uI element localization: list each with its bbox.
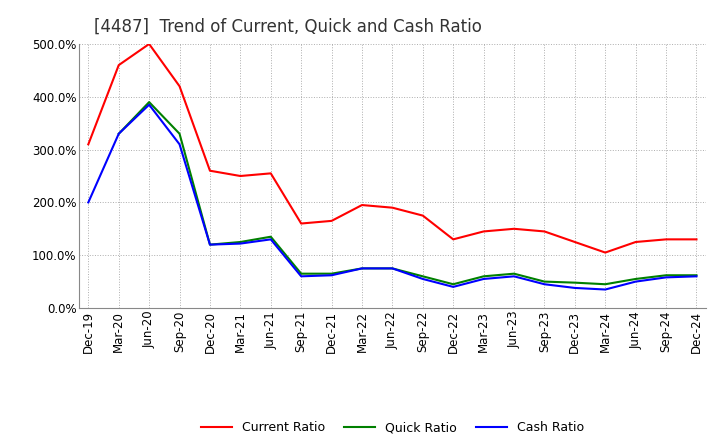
Line: Current Ratio: Current Ratio	[89, 44, 696, 253]
Current Ratio	[692, 237, 701, 242]
Current Ratio	[418, 213, 427, 218]
Quick Ratio	[601, 282, 610, 287]
Cash Ratio	[328, 273, 336, 278]
Current Ratio	[449, 237, 457, 242]
Legend: Current Ratio, Quick Ratio, Cash Ratio: Current Ratio, Quick Ratio, Cash Ratio	[196, 416, 589, 439]
Cash Ratio	[114, 131, 123, 136]
Cash Ratio	[601, 287, 610, 292]
Quick Ratio	[570, 280, 579, 285]
Current Ratio	[266, 171, 275, 176]
Current Ratio	[480, 229, 488, 234]
Current Ratio	[631, 239, 640, 245]
Cash Ratio	[662, 275, 670, 280]
Cash Ratio	[266, 237, 275, 242]
Cash Ratio	[388, 266, 397, 271]
Cash Ratio	[692, 274, 701, 279]
Current Ratio	[114, 62, 123, 68]
Cash Ratio	[175, 142, 184, 147]
Quick Ratio	[175, 131, 184, 136]
Quick Ratio	[114, 131, 123, 136]
Line: Quick Ratio: Quick Ratio	[119, 102, 696, 284]
Quick Ratio	[510, 271, 518, 276]
Quick Ratio	[418, 274, 427, 279]
Quick Ratio	[631, 276, 640, 282]
Current Ratio	[145, 41, 153, 47]
Cash Ratio	[540, 282, 549, 287]
Cash Ratio	[510, 274, 518, 279]
Current Ratio	[175, 84, 184, 89]
Quick Ratio	[206, 242, 215, 247]
Quick Ratio	[388, 266, 397, 271]
Current Ratio	[540, 229, 549, 234]
Quick Ratio	[449, 282, 457, 287]
Cash Ratio	[449, 284, 457, 290]
Quick Ratio	[358, 266, 366, 271]
Current Ratio	[328, 218, 336, 224]
Quick Ratio	[328, 271, 336, 276]
Current Ratio	[662, 237, 670, 242]
Text: [4487]  Trend of Current, Quick and Cash Ratio: [4487] Trend of Current, Quick and Cash …	[94, 18, 482, 36]
Quick Ratio	[297, 271, 305, 276]
Cash Ratio	[358, 266, 366, 271]
Line: Cash Ratio: Cash Ratio	[89, 105, 696, 290]
Cash Ratio	[418, 276, 427, 282]
Current Ratio	[388, 205, 397, 210]
Quick Ratio	[662, 273, 670, 278]
Cash Ratio	[480, 276, 488, 282]
Current Ratio	[601, 250, 610, 255]
Quick Ratio	[266, 234, 275, 239]
Current Ratio	[236, 173, 245, 179]
Cash Ratio	[297, 274, 305, 279]
Cash Ratio	[236, 241, 245, 246]
Current Ratio	[84, 142, 93, 147]
Cash Ratio	[631, 279, 640, 284]
Quick Ratio	[540, 279, 549, 284]
Cash Ratio	[145, 102, 153, 107]
Cash Ratio	[84, 200, 93, 205]
Quick Ratio	[480, 274, 488, 279]
Cash Ratio	[570, 285, 579, 290]
Current Ratio	[510, 226, 518, 231]
Quick Ratio	[692, 273, 701, 278]
Current Ratio	[570, 239, 579, 245]
Current Ratio	[206, 168, 215, 173]
Quick Ratio	[236, 239, 245, 245]
Current Ratio	[358, 202, 366, 208]
Quick Ratio	[145, 99, 153, 105]
Cash Ratio	[206, 242, 215, 247]
Current Ratio	[297, 221, 305, 226]
